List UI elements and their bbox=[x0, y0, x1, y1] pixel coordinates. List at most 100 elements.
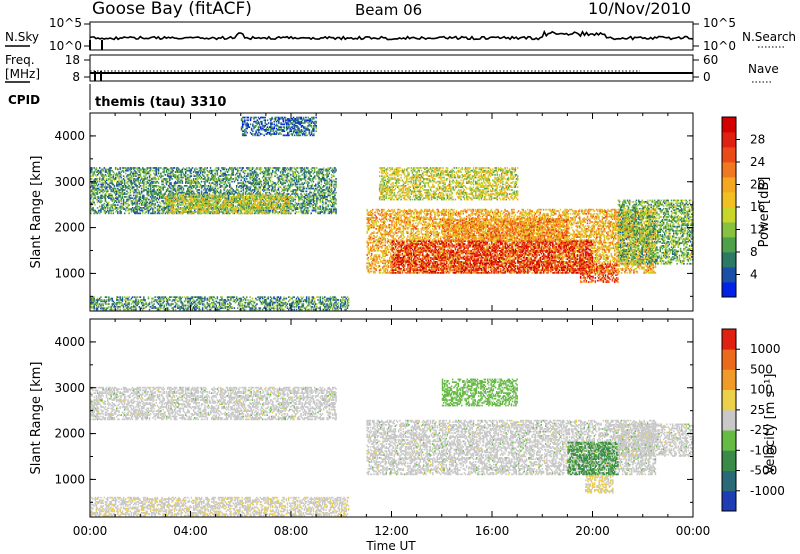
data-cell bbox=[153, 193, 155, 195]
data-cell bbox=[121, 202, 124, 205]
data-cell bbox=[121, 169, 124, 172]
data-cell bbox=[126, 193, 128, 195]
data-cell bbox=[186, 205, 188, 208]
data-cell bbox=[136, 193, 138, 195]
data-cell bbox=[128, 194, 130, 197]
data-cell bbox=[197, 182, 199, 184]
data-cell bbox=[119, 308, 121, 311]
data-cell bbox=[259, 190, 262, 193]
data-cell bbox=[155, 171, 158, 173]
data-cell bbox=[117, 212, 119, 215]
data-cell bbox=[144, 180, 146, 183]
data-cell bbox=[165, 205, 168, 208]
data-cell bbox=[134, 189, 136, 191]
data-cell bbox=[187, 211, 189, 213]
data-cell bbox=[257, 174, 259, 176]
data-cell bbox=[119, 209, 121, 212]
data-cell bbox=[296, 193, 299, 195]
data-cell bbox=[189, 186, 191, 188]
data-cell bbox=[102, 204, 104, 206]
data-cell bbox=[156, 185, 159, 187]
data-cell bbox=[196, 185, 198, 187]
data-cell bbox=[92, 185, 94, 187]
data-cell bbox=[138, 207, 141, 209]
data-cell bbox=[153, 204, 155, 206]
data-cell bbox=[196, 189, 198, 191]
data-cell bbox=[164, 196, 167, 198]
data-cell bbox=[190, 168, 193, 171]
data-cell bbox=[156, 208, 159, 210]
data-cell bbox=[148, 179, 151, 182]
data-cell bbox=[166, 187, 169, 190]
data-cell bbox=[143, 201, 145, 204]
freq-label: Freq. bbox=[5, 53, 35, 67]
data-cell bbox=[190, 183, 193, 186]
data-cell bbox=[285, 194, 287, 197]
data-cell bbox=[110, 190, 112, 193]
data-cell bbox=[164, 167, 167, 169]
data-cell bbox=[110, 179, 112, 182]
data-cell bbox=[171, 212, 173, 215]
data-cell bbox=[194, 175, 196, 177]
data-cell bbox=[130, 167, 133, 169]
data-cell bbox=[147, 296, 150, 298]
data-cell bbox=[131, 200, 134, 202]
data-cell bbox=[156, 189, 159, 191]
data-cell bbox=[198, 186, 200, 188]
data-cell bbox=[173, 175, 176, 177]
data-cell bbox=[197, 191, 199, 194]
data-cell bbox=[113, 198, 116, 201]
data-cell bbox=[190, 211, 193, 213]
data-cell bbox=[194, 168, 196, 171]
data-cell bbox=[194, 204, 196, 206]
data-cell bbox=[186, 167, 188, 169]
data-cell bbox=[105, 168, 108, 171]
data-cell bbox=[174, 174, 177, 176]
data-cell bbox=[166, 178, 169, 180]
data-cell bbox=[128, 301, 130, 304]
data-cell bbox=[146, 168, 148, 171]
data-cell bbox=[139, 172, 142, 175]
data-cell bbox=[97, 172, 100, 175]
data-cell bbox=[147, 208, 150, 210]
data-cell bbox=[107, 208, 109, 210]
data-cell bbox=[183, 191, 186, 194]
data-cell bbox=[101, 190, 103, 193]
data-cell bbox=[192, 185, 195, 187]
data-cell bbox=[114, 193, 117, 195]
noise-tick-bottom-left: 10^0 bbox=[49, 39, 82, 53]
data-cell bbox=[122, 204, 125, 206]
data-cell bbox=[180, 187, 182, 190]
data-cell bbox=[136, 172, 138, 175]
data-cell bbox=[160, 202, 162, 205]
data-cell bbox=[130, 176, 133, 179]
data-cell bbox=[186, 180, 188, 183]
data-cell bbox=[113, 187, 116, 190]
data-cell bbox=[116, 174, 118, 176]
data-cell bbox=[112, 198, 115, 201]
data-cell bbox=[125, 193, 127, 195]
data-cell bbox=[96, 169, 99, 172]
data-cell bbox=[195, 202, 197, 205]
data-cell bbox=[269, 167, 272, 169]
data-cell bbox=[122, 186, 125, 188]
data-cell bbox=[142, 212, 144, 215]
data-cell bbox=[298, 172, 300, 175]
data-cell bbox=[104, 198, 107, 201]
data-cell bbox=[187, 169, 189, 172]
data-cell bbox=[128, 296, 130, 298]
data-cell bbox=[204, 171, 206, 173]
data-cell bbox=[196, 178, 198, 180]
data-cell bbox=[97, 200, 100, 202]
data-cell bbox=[121, 207, 124, 209]
data-cell bbox=[109, 193, 111, 195]
data-cell bbox=[177, 187, 179, 190]
data-cell bbox=[157, 176, 160, 179]
data-cell bbox=[190, 191, 193, 194]
data-cell bbox=[292, 209, 294, 212]
data-cell bbox=[169, 175, 171, 177]
data-cell bbox=[145, 197, 147, 199]
data-cell bbox=[197, 183, 199, 186]
data-cell bbox=[108, 178, 110, 180]
data-cell bbox=[162, 189, 164, 191]
